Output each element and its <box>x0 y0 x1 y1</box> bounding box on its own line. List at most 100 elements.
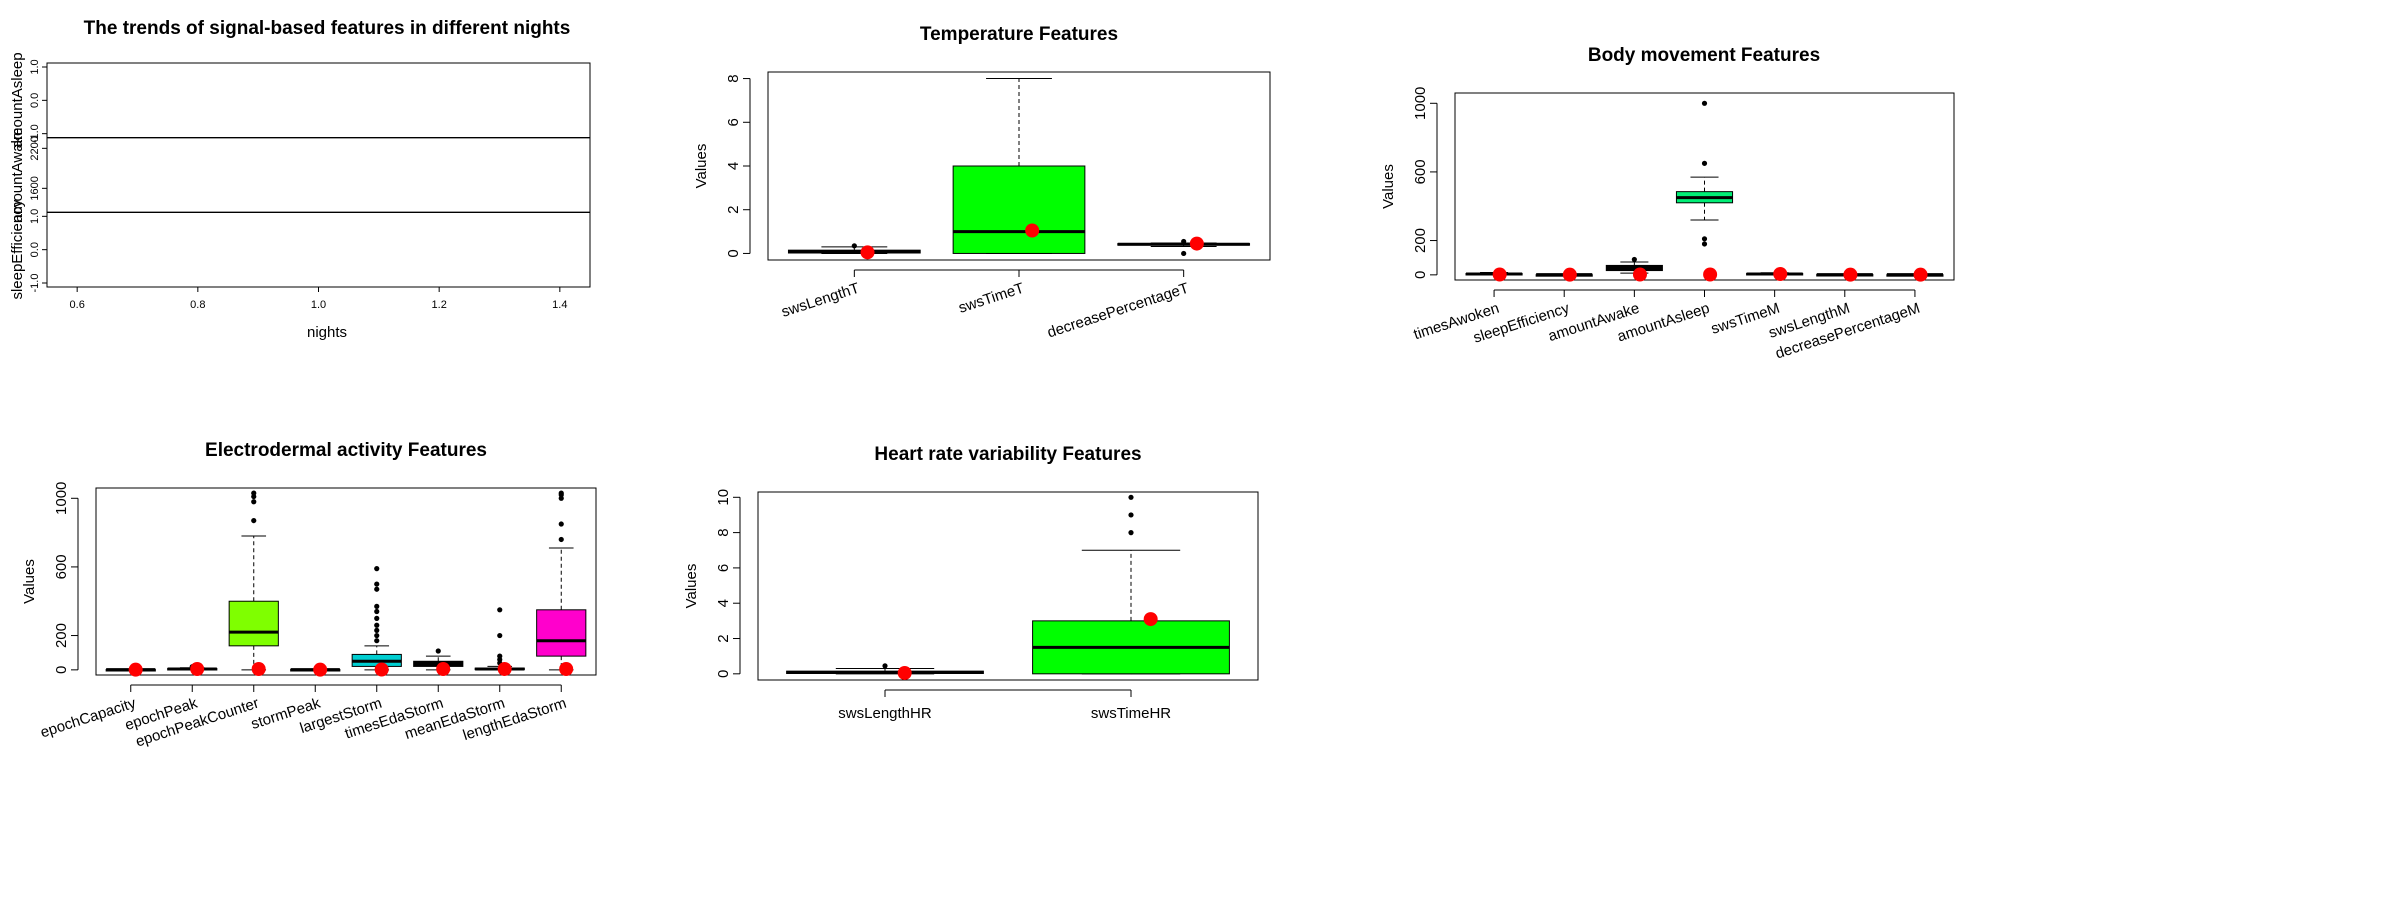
outlier-point <box>374 627 380 633</box>
outlier-point <box>1701 160 1708 166</box>
outlier-point <box>435 648 441 654</box>
x-tick-label: 1.2 <box>432 299 447 311</box>
outlier-point <box>374 638 380 644</box>
mean-point <box>1773 266 1788 281</box>
y-tick-label: 1.0 <box>29 209 41 224</box>
y-tick-label: 0 <box>1412 271 1429 279</box>
outlier-point <box>374 581 380 587</box>
y-axis-label: Values <box>693 144 710 189</box>
box <box>952 165 1086 254</box>
outlier-point <box>374 566 380 572</box>
y-tick-label: 0 <box>725 249 742 257</box>
plot-frame <box>46 62 591 288</box>
mean-point <box>190 661 205 676</box>
y-tick-label: 2 <box>725 206 742 214</box>
chart-title: Heart rate variability Features <box>874 444 1141 465</box>
y-tick-label: 1000 <box>53 482 70 515</box>
panel-ylabel: amountAwake <box>9 128 26 223</box>
outlier-point <box>882 663 888 669</box>
trend-chart: The trends of signal-based features in d… <box>9 18 591 341</box>
mean-point <box>1703 267 1718 282</box>
outlier-point <box>558 536 564 543</box>
y-tick-label: 0 <box>715 670 732 678</box>
mean-point <box>497 661 512 676</box>
x-tick-label: swsTimeHR <box>1091 705 1171 722</box>
outlier-point <box>497 653 503 659</box>
mean-point <box>897 665 912 680</box>
outlier-point <box>251 517 257 524</box>
y-tick-label: -1.0 <box>29 274 41 293</box>
plot-frame <box>757 491 1259 681</box>
mean-point <box>1025 223 1040 238</box>
mean-point <box>1143 612 1158 627</box>
x-tick-label: swsLengthT <box>779 280 861 321</box>
y-tick-label: 2200 <box>29 136 41 160</box>
outlier-point <box>374 603 380 609</box>
y-tick-label: 200 <box>53 623 70 648</box>
y-tick-label: 600 <box>53 554 70 579</box>
y-tick-label: 4 <box>715 599 732 607</box>
outlier-point <box>1128 494 1134 500</box>
boxplot-chart: Body movement Features02006001000Valuest… <box>1380 45 1955 362</box>
outlier-point <box>558 490 564 496</box>
x-tick-label: 0.6 <box>70 299 85 311</box>
boxplot-chart: Electrodermal activity Features 0 200 600 10… <box>21 440 597 750</box>
boxplot-chart: Temperature Features 0 2 4 6 8 Values swsLength… <box>693 24 1271 342</box>
outlier-point <box>558 521 564 527</box>
mean-point <box>251 661 266 676</box>
outlier-point <box>1631 256 1637 263</box>
mean-point <box>374 662 389 677</box>
panel-ylabel: amountAsleep <box>9 52 26 148</box>
y-tick-label: 10 <box>715 489 732 506</box>
outlier-point <box>374 615 380 621</box>
mean-point <box>1843 267 1858 282</box>
outlier-point <box>497 632 503 639</box>
x-tick-label: 1.4 <box>552 299 567 311</box>
box <box>536 609 587 657</box>
boxplot-chart: Heart rate variability Features 0 2 4 6 8 10 Va… <box>683 444 1259 722</box>
outlier-point <box>374 622 380 628</box>
y-tick-label: 4 <box>725 162 742 170</box>
y-tick-label: 6 <box>725 118 742 126</box>
plot-frame <box>767 71 1271 261</box>
plot-frame <box>95 487 597 676</box>
outlier-point <box>851 243 857 249</box>
mean-point <box>860 245 875 260</box>
mean-point <box>1562 267 1577 282</box>
outlier-point <box>1128 512 1134 518</box>
x-axis-label: nights <box>307 324 347 341</box>
outlier-point <box>1701 100 1708 106</box>
y-tick-label: 0.0 <box>29 242 41 257</box>
mean-point <box>436 661 451 676</box>
outlier-point <box>374 608 380 615</box>
outlier-point <box>497 607 503 613</box>
y-tick-label: 200 <box>1412 228 1429 253</box>
y-tick-label: 2 <box>715 634 732 642</box>
mean-point <box>1913 267 1928 282</box>
chart-title: Body movement Features <box>1588 45 1820 66</box>
outlier-point <box>1181 238 1187 245</box>
y-tick-label: 1600 <box>29 176 41 200</box>
mean-point <box>1189 236 1204 251</box>
y-tick-label: 8 <box>715 528 732 536</box>
panel-ylabel: sleepEfficiency <box>9 199 26 299</box>
chart-title: Temperature Features <box>920 24 1118 45</box>
mean-point <box>559 661 574 676</box>
y-tick-label: 1000 <box>1412 87 1429 120</box>
x-tick-label: swsTimeT <box>957 280 1027 317</box>
plot-frame <box>1454 92 1955 281</box>
mean-point <box>1632 267 1647 282</box>
x-tick-label: decreasePercentageT <box>1045 280 1191 342</box>
outlier-point <box>1701 241 1708 247</box>
outlier-point <box>374 586 380 592</box>
y-tick-label: 600 <box>1412 159 1429 184</box>
mean-point <box>1492 267 1507 282</box>
outlier-point <box>1701 236 1708 242</box>
x-tick-label: 0.8 <box>190 299 205 311</box>
outlier-point <box>251 499 257 505</box>
outlier-point <box>374 632 380 639</box>
y-tick-label: 6 <box>715 564 732 572</box>
y-axis-label: Values <box>683 564 700 609</box>
box <box>228 600 279 647</box>
